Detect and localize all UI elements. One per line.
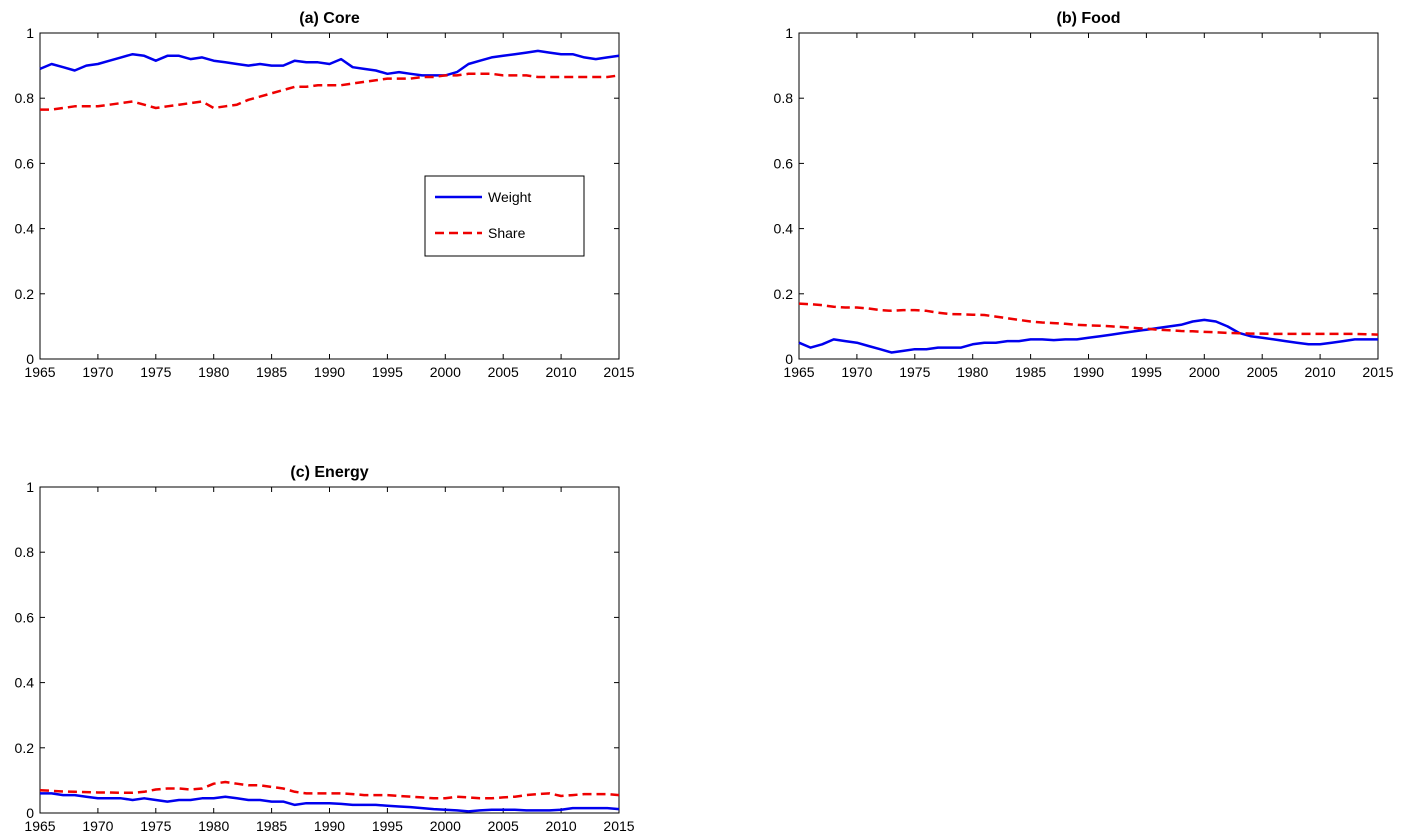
x-tick-label: 1975 (140, 364, 171, 380)
x-tick-label: 1970 (82, 364, 113, 380)
series-line-weight (39, 49, 620, 77)
y-tick-label: 0 (785, 351, 793, 367)
y-tick-label: 0.4 (15, 221, 35, 237)
y-tick-label: 0.4 (774, 221, 794, 237)
x-tick-label: 1995 (372, 364, 403, 380)
y-tick-label: 0 (26, 805, 34, 821)
x-tick-label: 2005 (488, 364, 519, 380)
x-tick-label: 1980 (198, 364, 229, 380)
chart-title: (c) Energy (290, 464, 368, 481)
y-tick-label: 1 (26, 25, 34, 41)
x-tick-label: 2000 (1189, 364, 1220, 380)
x-tick-label: 1990 (1073, 364, 1104, 380)
panel-energy: (c) Energy 1965 1970 1975 1980 1985 1990 1995 20… (15, 464, 635, 834)
x-tick-label: 1985 (256, 818, 287, 834)
legend-label-weight: Weight (488, 189, 531, 205)
x-tick-label: 1990 (314, 364, 345, 380)
x-tick-label: 1980 (198, 818, 229, 834)
x-tick-label: 1975 (899, 364, 930, 380)
x-tick-label: 1965 (24, 818, 55, 834)
x-tick-label: 2000 (430, 364, 461, 380)
x-tick-label: 2015 (603, 818, 634, 834)
x-tick-label: 1970 (82, 818, 113, 834)
y-tick-label: 0.2 (15, 740, 35, 756)
series-line-share (39, 780, 620, 800)
x-tick-label: 1985 (1015, 364, 1046, 380)
chart-title: (b) Food (1057, 10, 1121, 27)
y-tick-label: 0.6 (15, 155, 35, 171)
x-tick-label: 1995 (1131, 364, 1162, 380)
y-tick-label: 0.6 (15, 609, 35, 625)
x-tick-label: 2000 (430, 818, 461, 834)
x-tick-label: 2005 (488, 818, 519, 834)
x-tick-label: 2010 (1305, 364, 1336, 380)
y-tick-label: 0.2 (774, 286, 794, 302)
series-line-share (798, 302, 1379, 336)
y-tick-label: 1 (26, 479, 34, 495)
series-line-share (40, 72, 620, 111)
x-tick-label: 1965 (783, 364, 814, 380)
y-tick-label: 0.8 (15, 544, 35, 560)
y-tick-label: 0.8 (15, 90, 35, 106)
legend: Weight Share (424, 175, 585, 257)
x-tick-label: 1975 (140, 818, 171, 834)
series-line-weight (798, 318, 1378, 354)
legend-label-share: Share (488, 225, 526, 241)
x-tick-label: 1980 (957, 364, 988, 380)
panel-food: (b) Food 1965 1970 1975 1980 1985 1990 1995 2000… (774, 10, 1394, 380)
x-tick-label: 2010 (546, 364, 577, 380)
y-tick-label: 0 (26, 351, 34, 367)
x-tick-label: 1995 (372, 818, 403, 834)
x-tick-label: 2015 (1362, 364, 1393, 380)
x-tick-label: 1990 (314, 818, 345, 834)
x-tick-label: 2015 (603, 364, 634, 380)
plot-frame (39, 486, 620, 814)
y-tick-label: 0.4 (15, 675, 35, 691)
x-tick-label: 1965 (24, 364, 55, 380)
panel-core: (a) Core 1965 1970 1975 1980 1985 1990 1995 2000… (15, 10, 635, 380)
legend-box (424, 175, 585, 257)
y-tick-label: 0.2 (15, 286, 35, 302)
x-tick-label: 2005 (1247, 364, 1278, 380)
x-tick-label: 1970 (841, 364, 872, 380)
y-tick-label: 0.6 (774, 155, 794, 171)
y-tick-label: 1 (785, 25, 793, 41)
chart-title: (a) Core (299, 10, 360, 27)
y-tick-label: 0.8 (774, 90, 794, 106)
series-line-weight (40, 792, 620, 813)
x-tick-label: 1985 (256, 364, 287, 380)
x-tick-label: 2010 (546, 818, 577, 834)
